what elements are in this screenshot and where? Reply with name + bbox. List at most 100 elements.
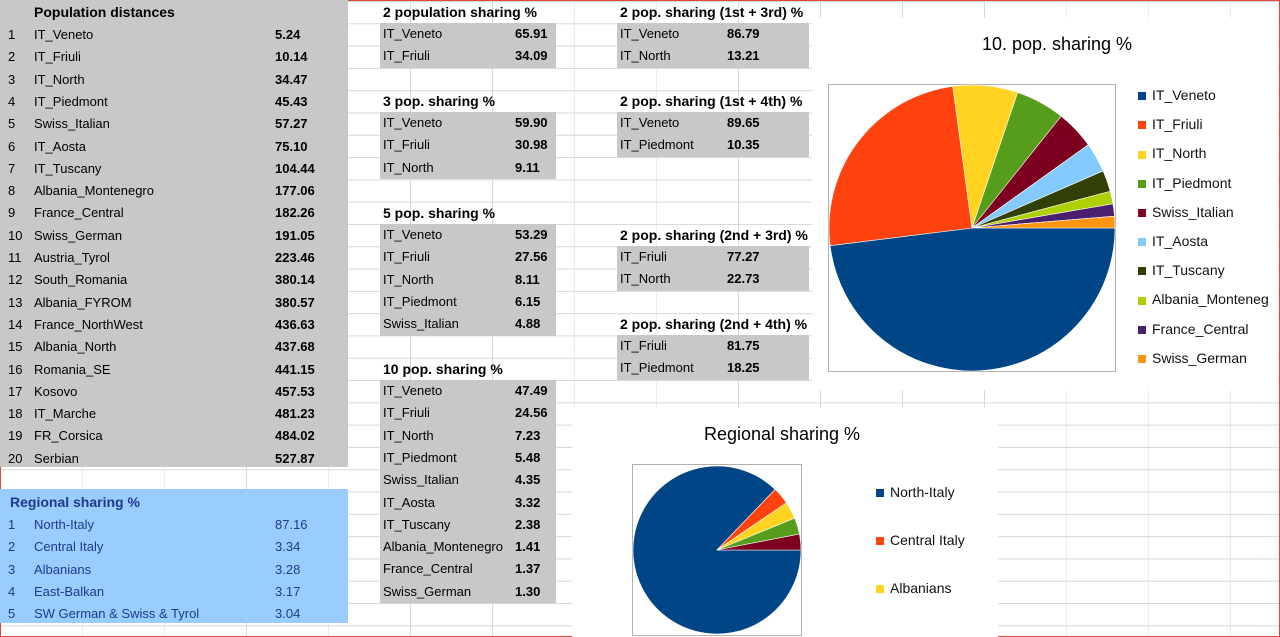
table-title[interactable]: 5 pop. sharing %	[383, 205, 496, 221]
row-number[interactable]: 17	[8, 383, 23, 399]
value-cell[interactable]: 380.57	[275, 294, 315, 310]
value-cell[interactable]: 104.44	[275, 160, 315, 176]
population-name-cell[interactable]: IT_North	[383, 271, 434, 287]
population-name-cell[interactable]: IT_Friuli	[34, 49, 81, 65]
table-title[interactable]: 2 pop. sharing (1st + 3rd) %	[620, 4, 804, 20]
population-name-cell[interactable]: IT_Tuscany	[383, 516, 451, 532]
regional-sharing-title[interactable]: Regional sharing %	[10, 494, 140, 510]
regional-pie-chart[interactable]: Regional sharing % North-Italy Central It…	[572, 408, 998, 637]
table-title[interactable]: 3 pop. sharing %	[383, 93, 496, 109]
row-number[interactable]: 16	[8, 361, 23, 377]
value-cell[interactable]: 3.32	[515, 494, 541, 510]
population-name-cell[interactable]: South_Romania	[34, 272, 128, 288]
population-name-cell[interactable]: IT_Aosta	[383, 494, 436, 510]
value-cell[interactable]: 6.15	[515, 293, 541, 309]
value-cell[interactable]: 77.27	[727, 249, 760, 264]
pie-slice-sw-german-swiss-tyrol[interactable]	[716, 533, 802, 551]
population-name-cell[interactable]: Kosovo	[34, 383, 78, 399]
value-cell[interactable]: 10.14	[275, 49, 308, 65]
value-cell[interactable]: 437.68	[275, 339, 315, 355]
population-name-cell[interactable]: IT_Veneto	[383, 115, 443, 130]
population-name-cell[interactable]: IT_North	[620, 48, 671, 64]
table-title[interactable]: 2 pop. sharing (1st + 4th) %	[620, 93, 803, 109]
population-name-cell[interactable]: IT_Friuli	[383, 137, 430, 153]
table-title[interactable]: 2 pop. sharing (2nd + 3rd) %	[620, 227, 808, 243]
value-cell[interactable]: 7.23	[515, 427, 541, 443]
value-cell[interactable]: 75.10	[275, 138, 308, 154]
value-cell[interactable]: 34.47	[275, 71, 308, 87]
table-title[interactable]: 2 population sharing %	[383, 4, 538, 20]
row-number[interactable]: 11	[8, 250, 22, 265]
population-name-cell[interactable]: Albanians	[34, 561, 92, 577]
population-name-cell[interactable]: France_NorthWest	[34, 316, 143, 332]
row-number[interactable]: 13	[8, 294, 23, 310]
value-cell[interactable]: 86.79	[727, 26, 760, 41]
population-name-cell[interactable]: Albania_North	[34, 339, 117, 355]
population-name-cell[interactable]: IT_Friuli	[620, 249, 667, 264]
value-cell[interactable]: 3.17	[275, 583, 301, 599]
population-name-cell[interactable]: Albania_FYROM	[34, 294, 132, 310]
value-cell[interactable]: 59.90	[515, 115, 548, 130]
value-cell[interactable]: 5.48	[515, 449, 541, 465]
row-number[interactable]: 4	[8, 583, 16, 599]
value-cell[interactable]: 65.91	[515, 26, 548, 41]
value-cell[interactable]: 380.14	[275, 272, 315, 288]
row-number[interactable]: 3	[8, 561, 16, 577]
population-name-cell[interactable]: IT_Veneto	[34, 27, 94, 42]
table-title[interactable]: 2 pop. sharing (2nd + 4th) %	[620, 316, 808, 332]
value-cell[interactable]: 53.29	[515, 227, 548, 242]
population-name-cell[interactable]: IT_Tuscany	[34, 160, 102, 176]
population-name-cell[interactable]: IT_Piedmont	[383, 449, 457, 465]
population-name-cell[interactable]: IT_Veneto	[383, 26, 443, 41]
row-number[interactable]: 19	[8, 428, 23, 444]
value-cell[interactable]: 10.35	[727, 137, 760, 153]
population-name-cell[interactable]: IT_North	[383, 159, 434, 175]
value-cell[interactable]: 223.46	[275, 250, 315, 265]
row-number[interactable]: 15	[8, 339, 23, 355]
population-name-cell[interactable]: France_Central	[34, 205, 124, 221]
population-name-cell[interactable]: IT_Veneto	[620, 115, 680, 130]
value-cell[interactable]: 3.04	[275, 606, 301, 622]
row-number[interactable]: 8	[8, 183, 16, 199]
population-name-cell[interactable]: Serbian	[34, 450, 79, 466]
pie-slice-it-friuli[interactable]	[828, 85, 973, 247]
value-cell[interactable]: 3.28	[275, 561, 301, 577]
population-name-cell[interactable]: IT_Piedmont	[620, 137, 694, 153]
value-cell[interactable]: 1.30	[515, 583, 541, 599]
pie-slice-it-veneto[interactable]	[829, 227, 1116, 372]
value-cell[interactable]: 27.56	[515, 249, 548, 265]
value-cell[interactable]: 8.11	[515, 271, 540, 287]
row-number[interactable]: 5	[8, 116, 16, 132]
value-cell[interactable]: 484.02	[275, 428, 315, 444]
value-cell[interactable]: 18.25	[727, 360, 760, 376]
value-cell[interactable]: 481.23	[275, 406, 315, 422]
value-cell[interactable]: 22.73	[727, 271, 760, 287]
population-name-cell[interactable]: IT_Friuli	[383, 48, 430, 64]
value-cell[interactable]: 1.37	[515, 561, 541, 577]
population-name-cell[interactable]: IT_Veneto	[383, 383, 443, 398]
value-cell[interactable]: 87.16	[275, 517, 308, 532]
value-cell[interactable]: 57.27	[275, 116, 308, 132]
row-number[interactable]: 7	[8, 160, 16, 176]
population-name-cell[interactable]: FR_Corsica	[34, 428, 103, 444]
value-cell[interactable]: 436.63	[275, 316, 315, 332]
population-name-cell[interactable]: France_Central	[383, 561, 473, 577]
population-name-cell[interactable]: IT_North	[34, 71, 85, 87]
value-cell[interactable]: 47.49	[515, 383, 548, 398]
value-cell[interactable]: 527.87	[275, 450, 315, 466]
row-number[interactable]: 18	[8, 406, 23, 422]
population-name-cell[interactable]: IT_Piedmont	[620, 360, 694, 376]
value-cell[interactable]: 89.65	[727, 115, 760, 130]
value-cell[interactable]: 13.21	[727, 48, 760, 64]
row-number[interactable]: 12	[8, 272, 23, 288]
population-name-cell[interactable]: Albania_Montenegro	[34, 183, 154, 199]
population-name-cell[interactable]: Swiss_Italian	[34, 116, 110, 132]
value-cell[interactable]: 9.11	[515, 159, 540, 175]
row-number[interactable]: 1	[8, 27, 16, 42]
population-name-cell[interactable]: Albania_Montenegro	[383, 539, 503, 555]
population-name-cell[interactable]: Swiss_German	[383, 583, 472, 599]
population-name-cell[interactable]: Swiss_German	[34, 227, 123, 243]
value-cell[interactable]: 2.38	[515, 516, 541, 532]
population-name-cell[interactable]: Romania_SE	[34, 361, 111, 377]
value-cell[interactable]: 5.24	[275, 27, 301, 42]
